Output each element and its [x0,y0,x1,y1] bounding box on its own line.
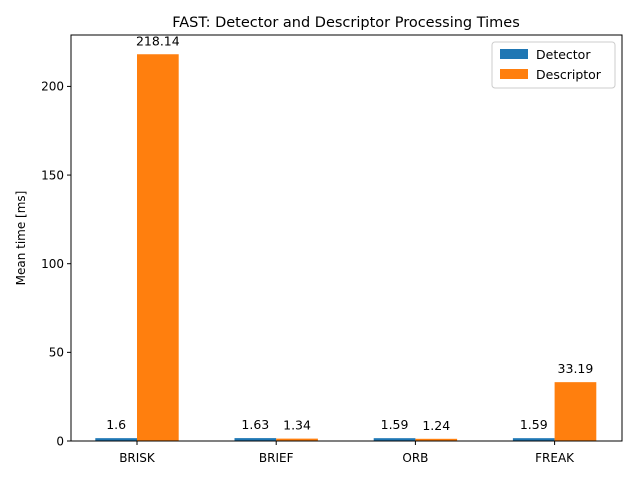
bar-detector-brisk [95,438,137,441]
y-axis-label: Mean time [ms] [14,191,28,286]
data-label-descriptor-orb: 1.24 [422,418,450,433]
legend-label-detector: Detector [536,47,591,62]
bar-detector-brief [234,438,277,441]
bar-detector-freak [512,438,555,441]
plot-area: 1.6 218.14 BRISK 1.63 1.34 BRIEF 1.59 1.24 ORB 1.… [41,33,623,465]
y-tick-label-100: 100 [41,257,64,271]
data-label-descriptor-brisk: 218.14 [136,33,180,48]
y-tick-label-50: 50 [49,346,64,360]
x-tick-label-brisk: BRISK [119,451,156,465]
x-tick-label-brief: BRIEF [259,451,294,465]
chart-title: FAST: Detector and Descriptor Processing… [172,15,520,31]
bar-detector-orb [373,438,416,441]
bar-descriptor-brisk [137,54,179,441]
axes-frame [70,34,623,442]
data-label-detector-brief: 1.63 [241,417,269,432]
bar-descriptor-freak [554,382,597,441]
y-tick-label-150: 150 [41,168,64,182]
x-tick-label-freak: FREAK [535,451,575,465]
data-label-descriptor-freak: 33.19 [558,361,594,376]
x-tick-label-orb: ORB [402,451,428,465]
y-tick-label-0: 0 [56,434,64,448]
legend-swatch-detector [500,49,528,59]
bar-descriptor-orb [415,438,458,441]
y-tick-label-200: 200 [41,80,64,94]
bar-descriptor-brief [276,438,318,441]
legend: Detector Descriptor [491,41,616,89]
data-label-descriptor-brief: 1.34 [283,418,311,433]
data-label-detector-orb: 1.59 [381,417,409,432]
legend-swatch-descriptor [500,69,528,79]
legend-label-descriptor: Descriptor [536,67,602,82]
data-label-detector-brisk: 1.6 [106,417,126,432]
data-label-detector-freak: 1.59 [520,417,548,432]
